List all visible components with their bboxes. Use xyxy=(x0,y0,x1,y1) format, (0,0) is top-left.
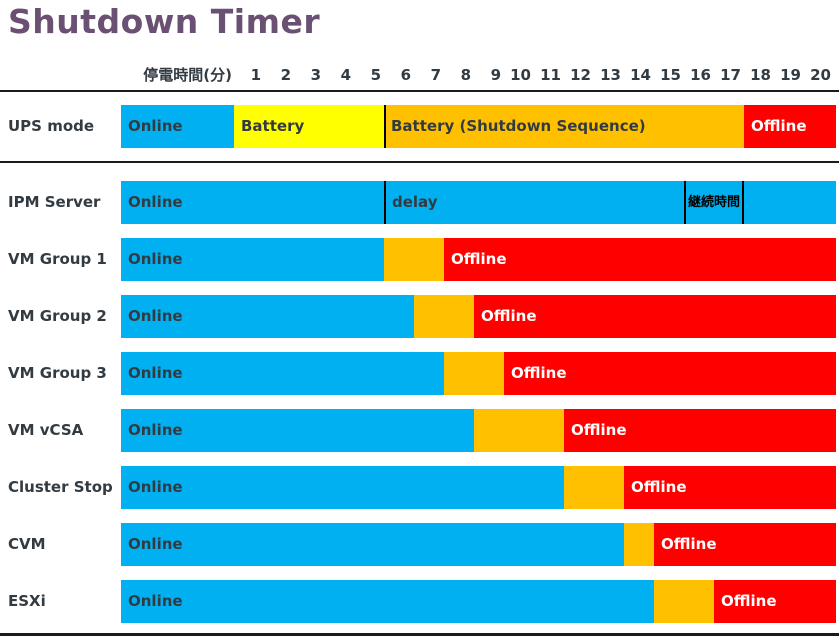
bar-segment-offline: Offline xyxy=(444,238,836,281)
row-label-vm-group-3: VM Group 3 xyxy=(8,364,107,382)
bar-segment-online: Online xyxy=(121,409,474,452)
bar-segment-shutdown-sequence: Battery (Shutdown Sequence) xyxy=(384,105,744,148)
row-label-esxi: ESXi xyxy=(8,592,46,610)
bar-segment-online: Online xyxy=(121,181,836,224)
axis-tick-12: 12 xyxy=(570,66,591,84)
bar-segment-offline: Offline xyxy=(624,466,836,509)
time-axis-label: 停電時間(分) xyxy=(143,66,232,84)
axis-tick-16: 16 xyxy=(690,66,711,84)
axis-tick-11: 11 xyxy=(540,66,561,84)
axis-tick-18: 18 xyxy=(750,66,771,84)
axis-tick-17: 17 xyxy=(720,66,741,84)
bar-segment-shutdown-sequence xyxy=(384,238,444,281)
axis-tick-7: 7 xyxy=(430,66,441,84)
axis-tick-1: 1 xyxy=(250,66,261,84)
bar-segment-online: Online xyxy=(121,580,654,623)
bar-segment-online: Online xyxy=(121,466,564,509)
axis-tick-8: 8 xyxy=(460,66,471,84)
axis-tick-2: 2 xyxy=(280,66,291,84)
duration-window: 継続時間 xyxy=(684,181,744,224)
divider-line xyxy=(384,105,386,148)
bar-segment-shutdown-sequence xyxy=(474,409,564,452)
axis-tick-9: 9 xyxy=(490,66,501,84)
axis-tick-3: 3 xyxy=(310,66,321,84)
bar-segment-offline: Offline xyxy=(744,105,836,148)
axis-tick-6: 6 xyxy=(400,66,411,84)
bar-segment-online: Online xyxy=(121,295,414,338)
delay-label: delay xyxy=(392,193,438,211)
bar-segment-offline: Offline xyxy=(564,409,836,452)
bar-segment-shutdown-sequence xyxy=(624,523,654,566)
row-label-cluster-stop: Cluster Stop xyxy=(8,478,113,496)
bar-segment-offline: Offline xyxy=(714,580,836,623)
row-label-vm-vcsa: VM vCSA xyxy=(8,421,84,439)
page-title: Shutdown Timer xyxy=(8,2,321,41)
row-label-ipm-server: IPM Server xyxy=(8,193,101,211)
hrule-ups-separator xyxy=(0,161,839,163)
divider-line xyxy=(384,181,386,224)
bar-segment-online: Online xyxy=(121,238,384,281)
bar-segment-shutdown-sequence xyxy=(444,352,504,395)
bar-segment-online: Online xyxy=(121,352,444,395)
hrule-header xyxy=(0,90,839,92)
row-label-vm-group-1: VM Group 1 xyxy=(8,250,107,268)
bar-segment-shutdown-sequence xyxy=(414,295,474,338)
bar-segment-offline: Offline xyxy=(474,295,836,338)
axis-tick-14: 14 xyxy=(630,66,651,84)
axis-tick-19: 19 xyxy=(780,66,801,84)
axis-tick-4: 4 xyxy=(340,66,351,84)
axis-tick-15: 15 xyxy=(660,66,681,84)
row-label-vm-group-2: VM Group 2 xyxy=(8,307,107,325)
bar-segment-offline: Offline xyxy=(504,352,836,395)
axis-tick-13: 13 xyxy=(600,66,621,84)
axis-tick-20: 20 xyxy=(810,66,831,84)
bar-segment-online: Online xyxy=(121,105,234,148)
bar-segment-offline: Offline xyxy=(654,523,836,566)
bar-segment-shutdown-sequence xyxy=(654,580,714,623)
bar-segment-online: Online xyxy=(121,523,624,566)
axis-tick-10: 10 xyxy=(510,66,531,84)
axis-tick-5: 5 xyxy=(370,66,381,84)
row-label-ups-mode: UPS mode xyxy=(8,117,95,135)
bar-segment-shutdown-sequence xyxy=(564,466,624,509)
row-label-cvm: CVM xyxy=(8,535,46,553)
hrule-bottom xyxy=(0,633,839,636)
bar-segment-battery: Battery xyxy=(234,105,384,148)
